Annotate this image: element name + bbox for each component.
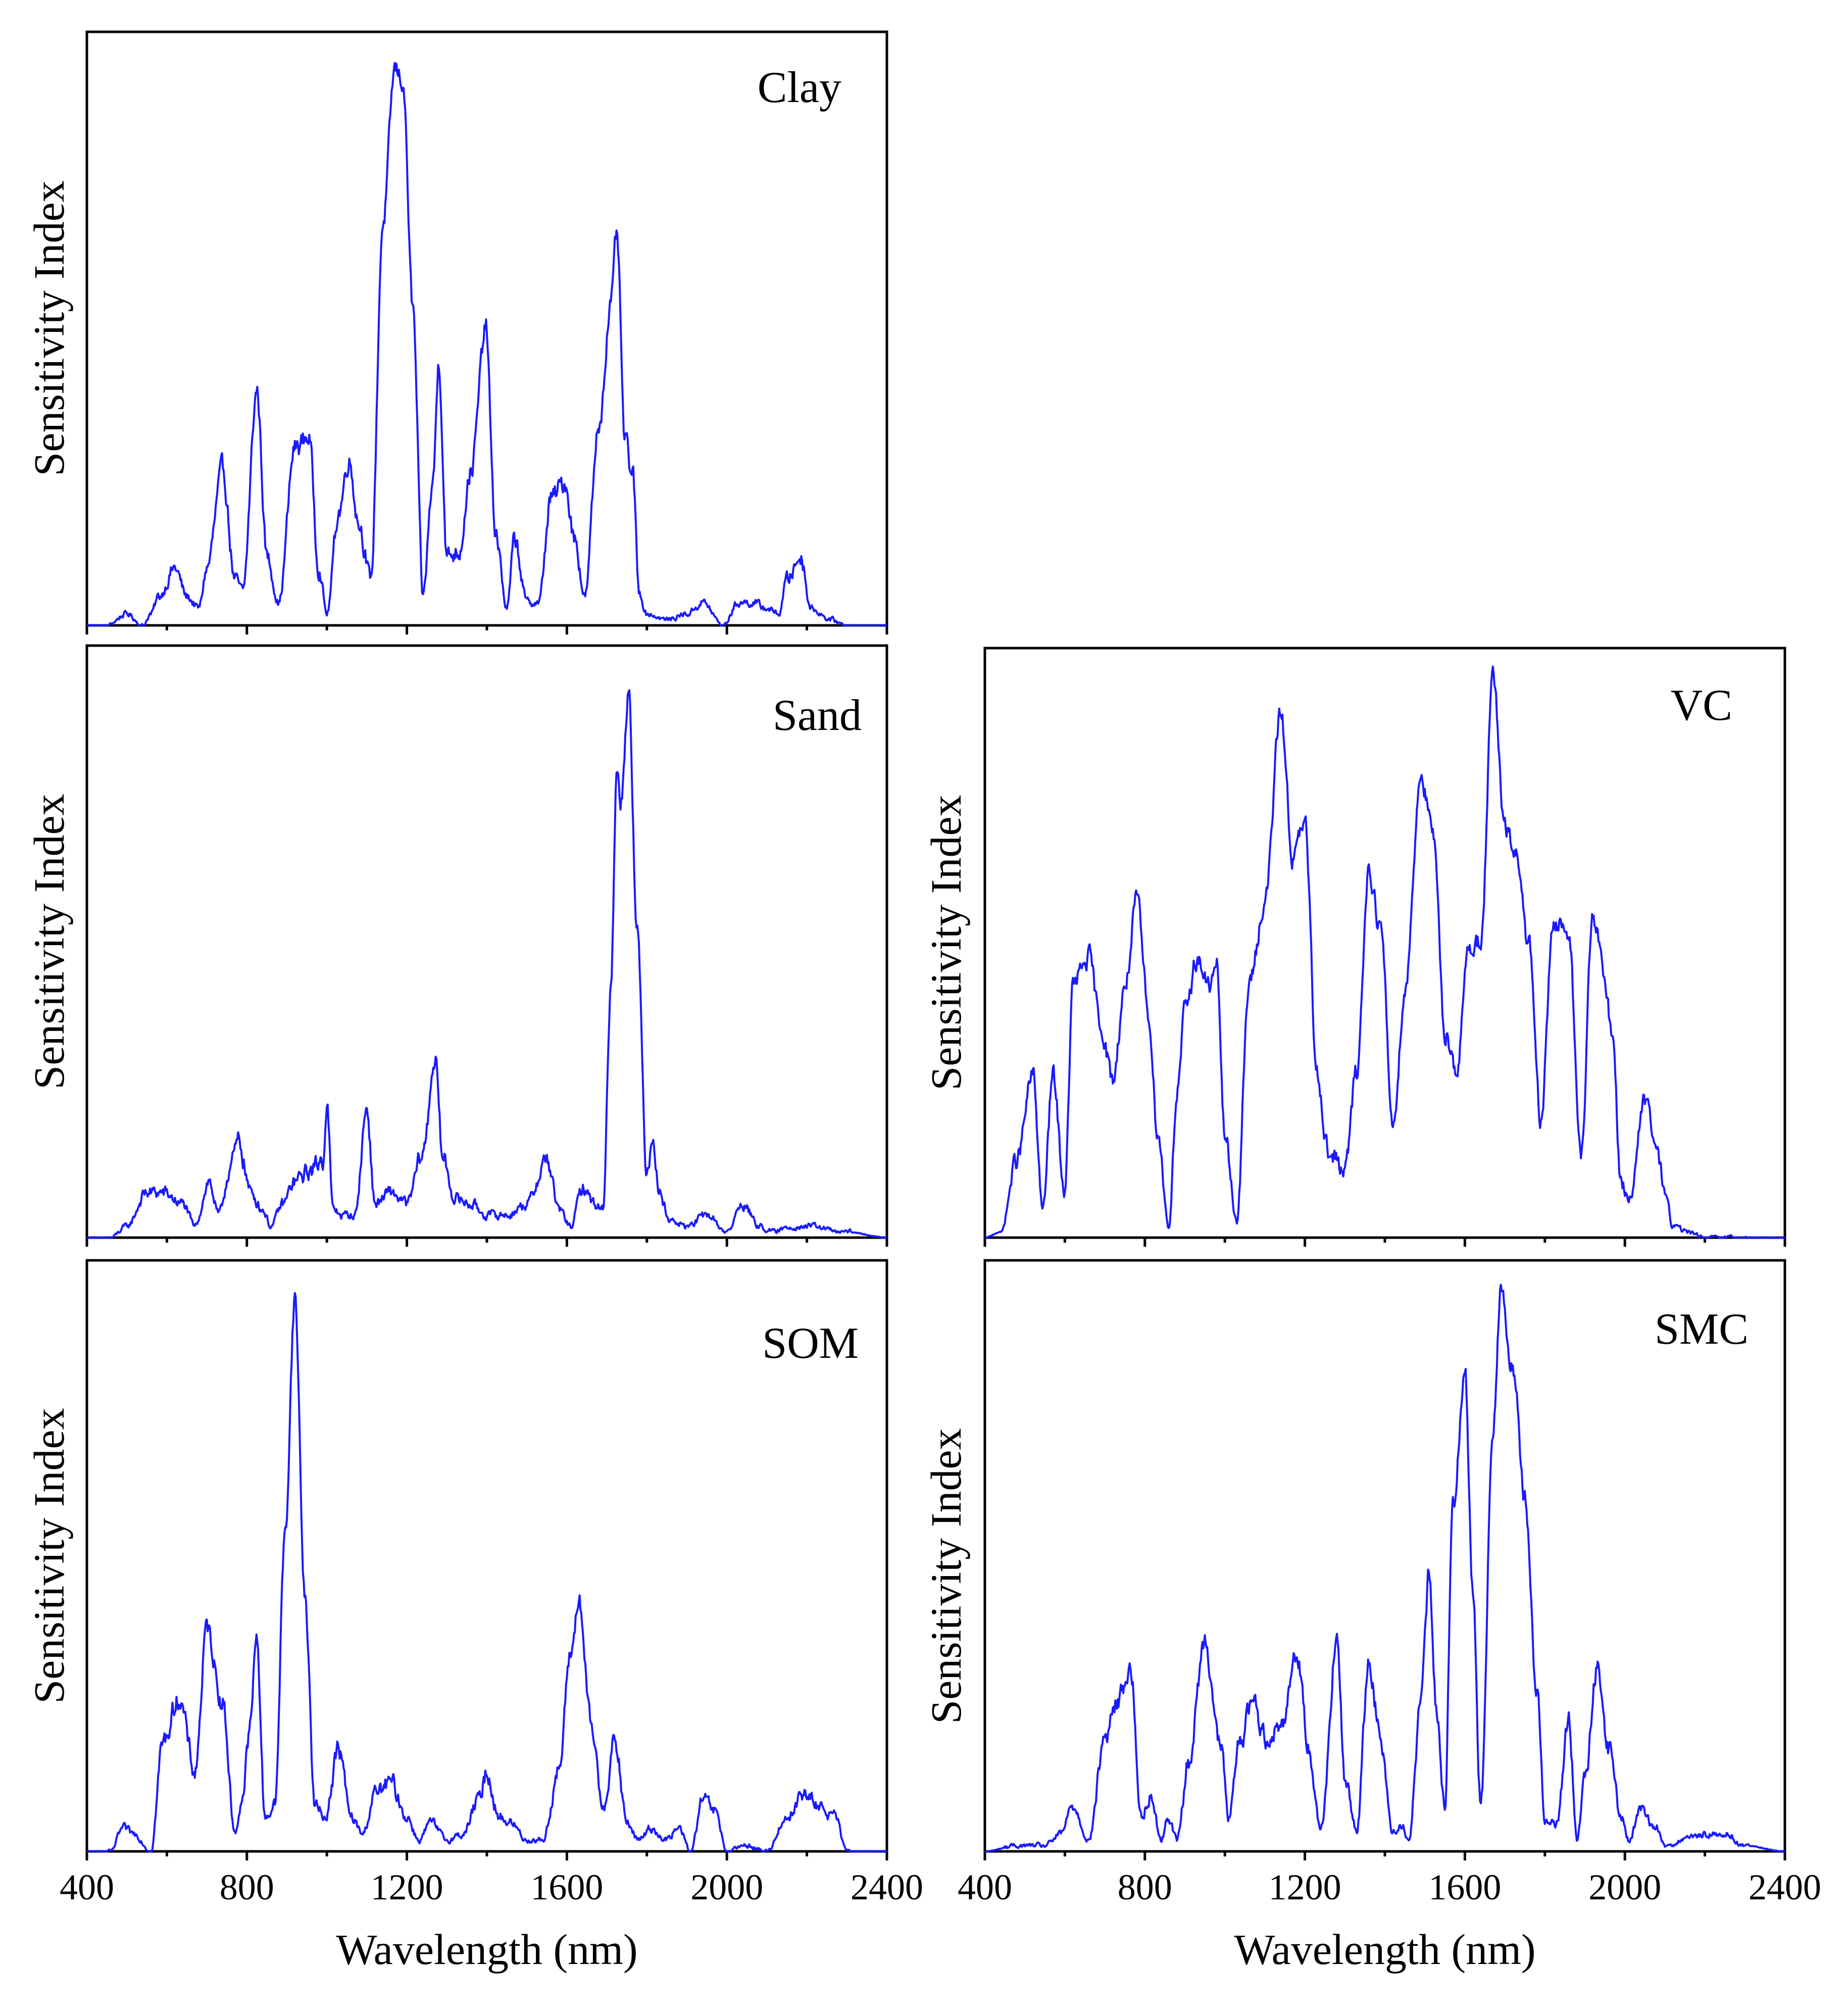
x-tick-label: 2000 (1588, 1867, 1661, 1907)
panel-smc: 400 800 1200 1600 2000 2400 SMC Sensitivity I… (922, 1259, 1821, 1974)
x-tick-label: 1600 (1428, 1867, 1501, 1907)
panel-som: 400 800 1200 1600 2000 2400 SOM Sensitivity I… (25, 1259, 923, 1974)
x-axis-label: Wavelength (nm) (336, 1925, 637, 1974)
sensitivity-series-line (984, 1284, 1785, 1852)
panel-frame (85, 644, 888, 1239)
y-axis-label: Sensitivity Index (25, 180, 73, 476)
panel-title: VC (1671, 681, 1732, 730)
x-tick-label: 2400 (851, 1867, 923, 1907)
y-axis-label: Sensitivity Index (922, 795, 970, 1090)
x-tick-label: 1200 (371, 1867, 443, 1907)
x-axis-ticks (85, 1851, 888, 1860)
panel-frame (983, 647, 1786, 1239)
x-tick-labels: 400 800 1200 1600 2000 2400 (60, 1867, 923, 1907)
x-tick-label: 800 (1118, 1867, 1172, 1907)
x-tick-label: 400 (60, 1867, 114, 1907)
x-tick-label: 2400 (1749, 1867, 1821, 1907)
x-tick-label: 400 (958, 1867, 1012, 1907)
sensitivity-series-line (86, 62, 887, 626)
x-axis-ticks (85, 1238, 888, 1247)
panel-clay: Clay Sensitivity Index (25, 30, 888, 634)
panel-title: SOM (762, 1319, 859, 1368)
y-axis-label: Sensitivity Index (922, 1428, 970, 1724)
sensitivity-series-line (984, 665, 1785, 1239)
y-axis-label: Sensitivity Index (25, 1408, 73, 1703)
y-axis-label: Sensitivity Index (25, 794, 73, 1089)
x-tick-label: 1600 (530, 1867, 603, 1907)
x-tick-labels: 400 800 1200 1600 2000 2400 (958, 1867, 1821, 1907)
panel-title: Clay (758, 63, 841, 112)
panel-vc: VC Sensitivity Index (922, 647, 1786, 1247)
x-axis-ticks (983, 1238, 1786, 1247)
x-axis-ticks (983, 1851, 1786, 1860)
sensitivity-series-line (86, 1292, 887, 1852)
panel-title: Sand (773, 691, 862, 740)
x-axis-ticks (85, 625, 888, 634)
x-tick-label: 1200 (1269, 1867, 1341, 1907)
x-tick-label: 2000 (690, 1867, 763, 1907)
panel-sand: Sand Sensitivity Index (25, 644, 888, 1247)
x-axis-label: Wavelength (nm) (1234, 1925, 1535, 1974)
panel-title: SMC (1655, 1305, 1749, 1354)
sensitivity-series-line (86, 689, 887, 1239)
x-tick-label: 800 (220, 1867, 274, 1907)
